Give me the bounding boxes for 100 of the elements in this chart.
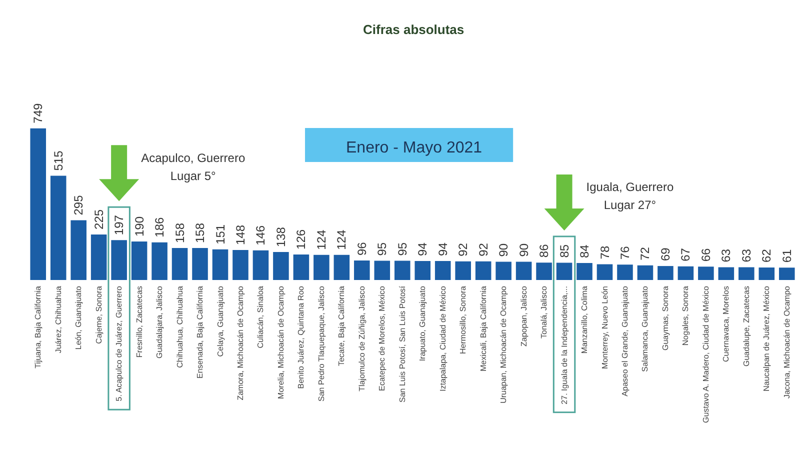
- bar: [293, 254, 310, 280]
- data-label: 146: [254, 225, 268, 246]
- x-tick-label: 5. Acapulco de Juárez, Guerrero: [114, 285, 124, 402]
- x-tick-label: Cuernavaca, Morelos: [722, 286, 731, 362]
- data-label: 749: [31, 102, 46, 124]
- data-label: 94: [416, 242, 430, 256]
- data-label: 95: [395, 242, 410, 256]
- data-label: 126: [294, 229, 308, 250]
- data-label: 148: [233, 224, 248, 246]
- data-label: 295: [72, 194, 86, 216]
- x-tick-label: Uruapan, Michoacán de Ocampo: [499, 285, 508, 404]
- text: Enero - Mayo 2021: [346, 140, 482, 156]
- data-label: 78: [598, 246, 612, 260]
- data-label: 76: [618, 246, 632, 260]
- data-label: 94: [436, 242, 450, 256]
- x-tick-label: Tonalá, Jalisco: [540, 285, 549, 338]
- x-tick-label: San Pedro Tlaquepaque, Jalisco: [316, 285, 326, 402]
- bar: [658, 266, 674, 280]
- x-tick-label: Benito Juárez, Quintana Roo: [296, 285, 306, 389]
- bar: [90, 234, 107, 280]
- bar: [496, 262, 512, 280]
- data-label: 96: [354, 242, 369, 256]
- x-tick-label: Jacona, Michoacán de Ocampo: [782, 285, 792, 399]
- chart-title: Cifras absolutas: [363, 22, 464, 37]
- bar: [192, 248, 208, 280]
- x-tick-label: Hermosillo, Sonora: [458, 285, 468, 354]
- data-label: 158: [193, 222, 208, 244]
- bar: [778, 268, 795, 280]
- data-label: 85: [557, 244, 572, 258]
- x-tick-label: Manzanillo, Colima: [580, 285, 590, 354]
- data-label: 138: [274, 226, 288, 248]
- x-tick-label: Culiacán, Sinaloa: [256, 285, 266, 348]
- x-tick-label: Ecatepec de Morelos, México: [378, 285, 387, 391]
- x-tick-label: Cajeme, Sonora: [94, 285, 104, 344]
- annotation: Acapulco, Guerrero Lugar 5°: [141, 150, 246, 186]
- x-tick-label: Zapopan, Jalisco: [519, 285, 528, 346]
- x-tick-label: Zamora, Michoacán de Ocampo: [236, 285, 245, 400]
- data-label: 515: [51, 150, 66, 171]
- bar: [374, 260, 390, 280]
- data-label: 92: [476, 242, 490, 256]
- x-tick-label: Morelia, Michoacán de Ocampo: [276, 285, 286, 399]
- bar: [738, 267, 754, 280]
- annotation: Iguala, Guerrero Lugar 27°: [586, 179, 674, 214]
- data-label: 67: [678, 248, 693, 262]
- bar: [516, 262, 532, 280]
- data-label: 63: [719, 248, 734, 262]
- x-tick-label: Chihuahua, Chihuahua: [175, 285, 184, 368]
- data-label: 66: [698, 248, 713, 262]
- x-tick-label: Iztapalapa, Ciudad de México: [438, 285, 448, 392]
- bar: [172, 248, 188, 280]
- bar: [314, 254, 330, 280]
- data-label: 124: [334, 230, 349, 250]
- x-tick-label: Mexicali, Baja California: [478, 285, 488, 372]
- data-label: 225: [92, 209, 106, 230]
- data-label: 158: [172, 222, 187, 244]
- x-tick-label: 27. Iguala de la Independencia,...: [560, 286, 569, 404]
- data-label: 124: [314, 230, 328, 250]
- x-tick-label: Ensenada, Baja California: [196, 285, 205, 379]
- bar: [455, 261, 471, 280]
- data-label: 61: [780, 248, 794, 263]
- bar: [232, 250, 248, 280]
- bar: [111, 240, 127, 280]
- data-label: 95: [375, 242, 390, 256]
- bar: [536, 262, 552, 280]
- bar: [354, 260, 370, 280]
- data-label: 190: [132, 216, 146, 237]
- bar: [70, 220, 86, 280]
- data-label: 186: [152, 216, 167, 238]
- bar: [252, 250, 269, 280]
- bar: [212, 249, 228, 280]
- x-tick-label: Salamanca, Guanajuato: [640, 285, 650, 372]
- data-label: 63: [739, 248, 754, 262]
- bar: [334, 254, 350, 280]
- bar: [678, 266, 694, 280]
- bar: [596, 264, 613, 280]
- bar: [758, 267, 775, 280]
- data-label: 62: [760, 248, 774, 262]
- bar: [698, 266, 714, 280]
- data-label: 69: [658, 247, 672, 262]
- bar: [273, 252, 289, 280]
- bar: [414, 260, 431, 280]
- bar: [475, 261, 492, 280]
- x-tick-label: Nogales, Sonora: [681, 285, 690, 346]
- x-tick-label: Naucalpan de Juárez, México: [762, 285, 772, 392]
- bar: [30, 128, 46, 280]
- bar: [637, 265, 654, 280]
- x-tick-label: Monterrey, Nuevo León: [600, 286, 610, 370]
- bar: [434, 260, 451, 280]
- x-tick-label: Fresnillo, Zacatecas: [134, 286, 144, 358]
- bar: [131, 242, 148, 280]
- data-label: 84: [578, 244, 592, 258]
- bar: [576, 262, 592, 280]
- bar: [718, 267, 734, 280]
- x-tick-label: Irapuato, Guanajuato: [418, 285, 428, 362]
- x-tick-label: Celaya, Guanajuato: [216, 285, 225, 357]
- x-tick-label: Juárez, Chihuahua: [54, 285, 63, 354]
- x-tick-label: León, Guanajuato: [74, 285, 84, 350]
- x-tick-label: San Luis Potosí, San Luis Potosí: [398, 285, 407, 403]
- data-label: 151: [213, 224, 228, 244]
- data-label: 72: [638, 246, 652, 260]
